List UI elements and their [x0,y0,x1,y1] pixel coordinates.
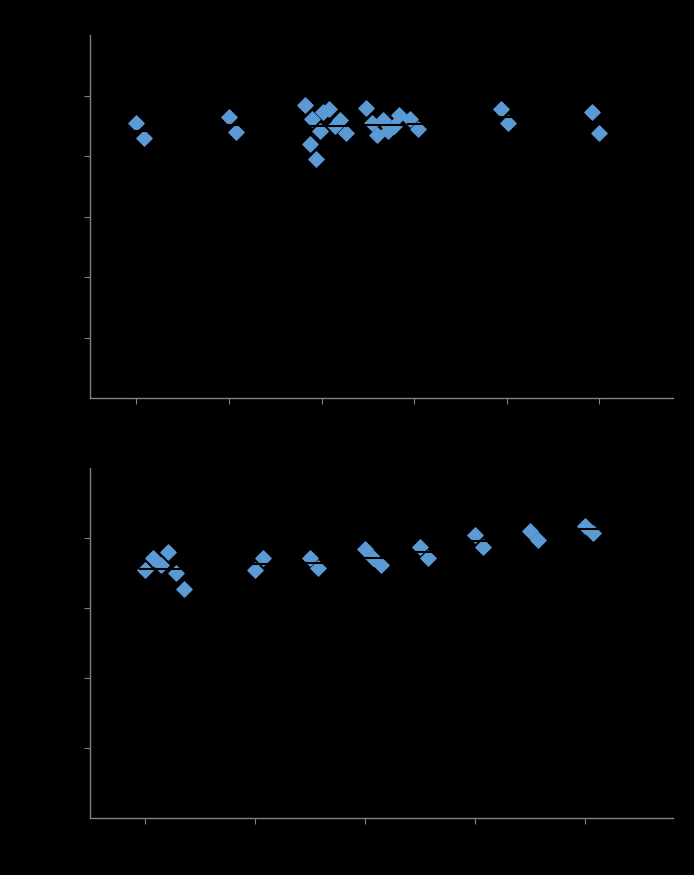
Point [393,108,405,122]
Point [329,119,340,133]
Point [340,126,351,140]
Point [314,123,325,137]
Point [231,125,242,139]
Point [138,131,149,145]
Point [147,550,158,564]
Point [587,526,598,540]
Point [305,550,316,564]
Point [525,524,536,538]
Point [163,545,174,559]
Point [470,528,481,542]
Point [171,566,182,580]
Point [223,109,235,123]
Point [305,136,316,150]
Point [323,102,335,116]
Point [532,533,543,547]
Point [367,550,378,564]
Point [360,101,371,115]
Point [412,123,423,136]
Point [388,119,399,133]
Point [503,116,514,130]
Point [359,542,371,556]
Point [366,116,377,130]
Point [250,563,261,577]
Point [312,561,323,575]
Point [139,563,151,577]
Point [318,106,329,120]
Point [377,113,388,127]
Point [579,519,591,533]
Point [257,550,269,564]
Point [414,540,425,554]
Point [593,126,604,140]
Point [371,128,382,142]
Point [335,113,346,127]
Point [382,123,393,137]
Point [178,582,189,596]
Point [586,106,598,120]
Point [477,540,489,554]
Point [307,111,318,125]
Point [375,557,386,571]
Point [299,98,310,112]
Point [496,102,507,116]
Point [423,550,434,564]
Point [310,152,321,166]
Point [131,116,142,130]
Point [155,557,166,571]
Point [405,111,416,125]
